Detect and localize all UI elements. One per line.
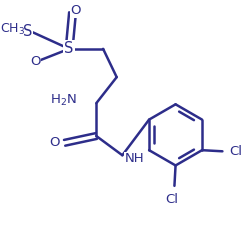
Text: O: O [30,55,40,68]
Text: O: O [71,4,81,17]
Text: $\mathregular{CH_3}$: $\mathregular{CH_3}$ [0,22,25,37]
Text: NH: NH [125,152,144,165]
Text: H$_2$N: H$_2$N [50,93,77,109]
Text: S: S [23,24,32,39]
Text: O: O [49,136,60,149]
Text: Cl: Cl [166,193,179,206]
Text: S: S [64,41,74,56]
Text: Cl: Cl [229,145,241,158]
